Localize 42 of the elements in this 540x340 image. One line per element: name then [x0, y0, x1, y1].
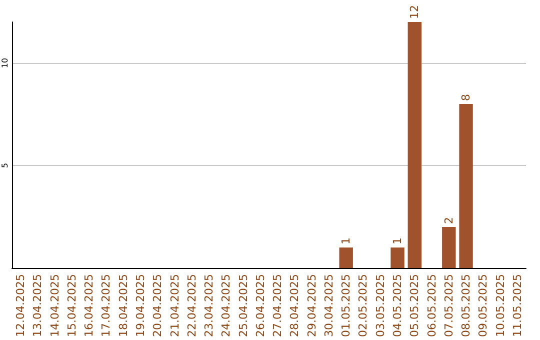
x-tick-label: 04.05.2025 [391, 274, 404, 338]
x-tick-label: 29.04.2025 [305, 274, 318, 338]
x-tick-label: 10.05.2025 [494, 274, 507, 338]
y-tick-label: 10 [0, 58, 10, 68]
x-tick-label: 09.05.2025 [476, 274, 490, 338]
bar [459, 104, 473, 268]
x-tick-label: 21.04.2025 [168, 274, 182, 338]
x-tick-label: 27.04.2025 [271, 274, 284, 338]
data-label: 8 [460, 94, 473, 102]
bar [408, 22, 422, 268]
x-tick-label: 18.04.2025 [116, 274, 130, 338]
x-tick-label: 25.04.2025 [236, 274, 250, 338]
x-tick-label: 11.05.2025 [510, 274, 524, 338]
bar [339, 248, 353, 268]
x-tick-label: 02.05.2025 [356, 274, 370, 338]
x-tick-label: 28.04.2025 [288, 274, 302, 338]
x-tick-label: 01.05.2025 [340, 274, 353, 338]
x-tick-label: 30.04.2025 [322, 274, 336, 338]
bar [390, 248, 404, 268]
x-tick-label: 17.04.2025 [100, 274, 113, 338]
bar [442, 227, 456, 268]
data-label: 12 [408, 5, 422, 19]
data-label: 1 [340, 238, 353, 245]
x-tick-label: 03.05.2025 [374, 274, 387, 338]
y-tick-label: 5 [0, 162, 10, 168]
x-tick-label: 22.04.2025 [185, 274, 198, 338]
x-tick-label: 20.04.2025 [151, 274, 164, 338]
x-tick-label: 19.04.2025 [134, 274, 147, 338]
x-tick-label: 15.04.2025 [65, 274, 78, 338]
x-tick-label: 13.04.2025 [31, 274, 44, 338]
data-label: 1 [391, 238, 404, 245]
x-tick-label: 07.05.2025 [442, 274, 456, 338]
data-label: 2 [442, 217, 456, 224]
x-tick-label: 14.04.2025 [48, 274, 62, 338]
x-tick-label: 06.05.2025 [425, 274, 438, 338]
x-tick-label: 05.05.2025 [408, 274, 422, 338]
x-tick-label: 24.04.2025 [220, 274, 233, 338]
x-tick-label: 08.05.2025 [460, 274, 473, 338]
x-tick-label: 23.04.2025 [202, 274, 216, 338]
x-tick-label: 16.04.2025 [82, 274, 96, 338]
x-tick-label: 26.04.2025 [254, 274, 267, 338]
x-tick-label: 12.04.2025 [14, 274, 28, 338]
